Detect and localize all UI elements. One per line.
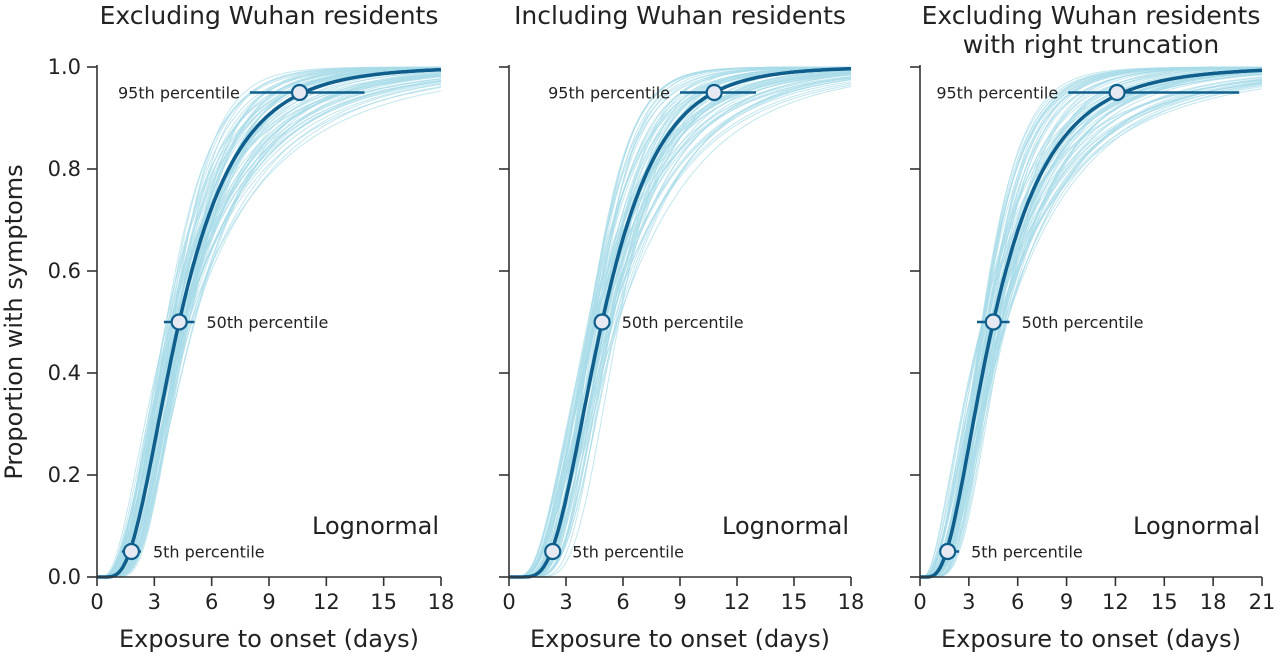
percentile-label: 95th percentile	[936, 84, 1058, 103]
x-axis-label: Exposure to onset (days)	[941, 625, 1241, 653]
y-axis-label: Proportion with symptoms	[0, 164, 28, 479]
x-tick-label: 9	[262, 590, 275, 614]
percentile-marker	[544, 542, 562, 561]
sample-curve	[920, 66, 1262, 578]
x-tick-label: 0	[90, 590, 103, 614]
sample-curve	[97, 76, 442, 578]
sample-curve	[509, 71, 852, 578]
sample-curve	[509, 82, 852, 578]
x-tick-label: 3	[148, 590, 161, 614]
x-tick-label: 18	[1200, 590, 1227, 614]
sample-curve	[509, 66, 851, 578]
percentile-label: 5th percentile	[572, 543, 684, 562]
sample-curve	[509, 66, 851, 578]
percentile-label: 50th percentile	[1022, 313, 1144, 332]
sample-curve	[920, 67, 1263, 578]
sample-curve	[509, 67, 851, 578]
sample-curve	[920, 72, 1263, 578]
x-tick-label: 15	[370, 590, 397, 614]
x-tick-label: 15	[781, 590, 808, 614]
x-tick-label: 6	[616, 590, 629, 614]
fitted-cdf-line	[509, 66, 852, 579]
x-tick-label: 9	[673, 590, 686, 614]
fitted-cdf-line	[97, 67, 442, 579]
x-tick-label: 6	[1011, 590, 1024, 614]
sample-curve	[509, 77, 852, 578]
fitted-cdf-line	[920, 68, 1263, 579]
x-axis-label: Exposure to onset (days)	[530, 625, 830, 653]
chart-title: Excluding Wuhan residents	[100, 1, 439, 30]
chart-title: Including Wuhan residents	[514, 1, 846, 30]
x-tick-label: 9	[1060, 590, 1073, 614]
x-tick-label: 21	[1249, 590, 1276, 614]
percentile-label: 50th percentile	[622, 313, 744, 332]
sample-curve	[920, 83, 1263, 578]
percentile-marker	[122, 542, 140, 561]
x-tick-label: 18	[428, 590, 455, 614]
percentile-marker	[170, 313, 188, 331]
chart-title: with right truncation	[963, 30, 1219, 59]
percentile-marker	[705, 83, 723, 102]
chart-title: Excluding Wuhan residents	[922, 1, 1261, 30]
sample-curve	[97, 67, 441, 578]
x-tick-label: 12	[1102, 590, 1129, 614]
percentile-label: 95th percentile	[118, 84, 240, 103]
sample-curve	[920, 71, 1263, 578]
x-tick-label: 12	[313, 590, 340, 614]
sample-curve	[97, 67, 442, 578]
sample-curve	[920, 67, 1263, 578]
x-tick-label: 12	[724, 590, 751, 614]
y-tick-label: 0.4	[48, 361, 81, 385]
percentile-marker	[1108, 83, 1126, 102]
sample-curve	[97, 66, 441, 578]
sample-curve	[97, 83, 442, 578]
y-tick-label: 0.2	[48, 463, 81, 487]
percentile-label: 50th percentile	[206, 313, 328, 332]
percentile-label: 5th percentile	[153, 543, 265, 562]
percentile-marker	[984, 313, 1002, 331]
x-tick-label: 18	[838, 590, 865, 614]
x-tick-label: 15	[1151, 590, 1178, 614]
panel-2: Including Wuhan residents 0 3 6 9 12 15 18 Expos…	[499, 1, 864, 653]
percentile-label: 5th percentile	[971, 543, 1083, 562]
y-tick-label: 0.0	[48, 565, 81, 589]
percentile-marker	[939, 542, 957, 561]
panel-1: Excluding Wuhan residents 0.0 0.2 0.4 0.6 0.8…	[48, 1, 455, 653]
x-tick-label: 6	[205, 590, 218, 614]
x-axis-label: Exposure to onset (days)	[119, 625, 419, 653]
distribution-label: Lognormal	[1133, 512, 1260, 540]
sample-curve	[97, 90, 442, 578]
percentile-label: 95th percentile	[548, 84, 670, 103]
y-tick-label: 0.6	[48, 259, 81, 283]
percentile-marker	[290, 83, 309, 102]
distribution-label: Lognormal	[722, 512, 849, 540]
x-tick-label: 0	[502, 590, 515, 614]
y-tick-label: 0.8	[48, 157, 81, 181]
sample-curve	[509, 76, 852, 578]
percentile-marker	[593, 313, 611, 331]
sample-curve	[509, 70, 852, 578]
sample-curve	[920, 80, 1263, 578]
sample-curve	[97, 71, 442, 578]
y-tick-label: 1.0	[48, 55, 81, 79]
x-tick-label: 3	[559, 590, 572, 614]
x-tick-label: 3	[962, 590, 975, 614]
x-tick-label: 0	[913, 590, 926, 614]
distribution-label: Lognormal	[312, 512, 439, 540]
sample-curve	[509, 78, 852, 578]
